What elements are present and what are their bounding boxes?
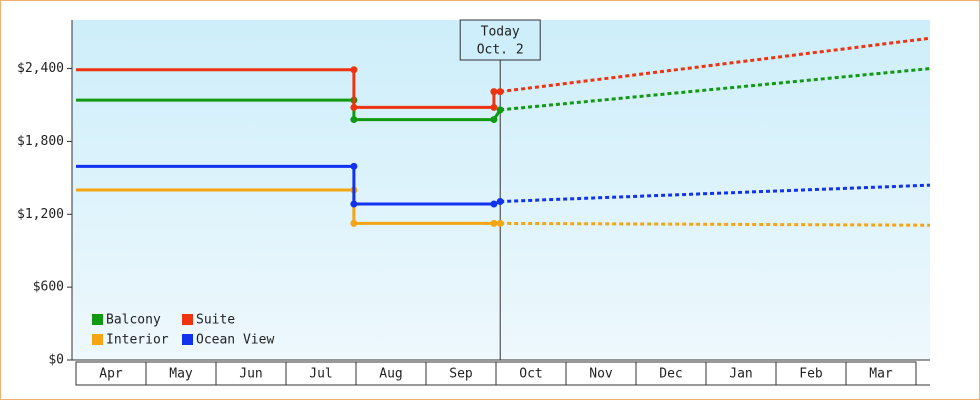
legend-swatch [92, 334, 103, 345]
point [350, 162, 358, 170]
x-tick-label: Feb [799, 367, 823, 382]
legend-label: Balcony [106, 313, 161, 328]
forecast-line [500, 67, 931, 112]
legend-label: Suite [196, 313, 235, 328]
y-tick-label: $1,200 [17, 207, 64, 222]
forecast-line [500, 36, 931, 94]
point [490, 103, 498, 111]
legend-swatch [92, 314, 103, 325]
forecast-line [500, 183, 931, 204]
point [490, 116, 498, 124]
x-tick-label: Nov [589, 367, 613, 382]
y-tick-label: $2,400 [17, 61, 64, 76]
x-tick-label: Oct [519, 367, 542, 382]
y-tick-label: $1,800 [17, 134, 64, 149]
today-label: Today [481, 25, 520, 40]
point [350, 116, 358, 124]
point [350, 200, 358, 208]
x-tick-label: Mar [869, 367, 893, 382]
x-tick-label: Jun [239, 367, 262, 382]
y-tick-label: $0 [48, 353, 64, 368]
x-tick-label: May [169, 367, 193, 382]
legend-label: Interior [106, 333, 169, 348]
point [350, 66, 358, 74]
today-box [459, 19, 541, 61]
x-tick-label: Aug [379, 367, 402, 382]
point [496, 88, 504, 96]
point [350, 103, 358, 111]
point [350, 219, 358, 227]
x-tick-label: Dec [659, 367, 682, 382]
point [496, 106, 504, 114]
x-tick-label: Sep [449, 367, 473, 382]
x-tick-label: Jan [729, 367, 752, 382]
month-cell [845, 361, 917, 386]
legend-swatch [182, 314, 193, 325]
point [496, 198, 504, 206]
point [490, 219, 498, 227]
x-tick-label: Apr [99, 367, 123, 382]
legend-swatch [182, 334, 193, 345]
x-tick-label: Jul [309, 367, 332, 382]
legend-label: Ocean View [196, 333, 274, 348]
point [490, 200, 498, 208]
today-date: Oct. 2 [477, 43, 524, 58]
point [496, 219, 504, 227]
y-tick-label: $600 [33, 280, 64, 295]
forecast-line [500, 221, 931, 227]
point [490, 88, 498, 96]
